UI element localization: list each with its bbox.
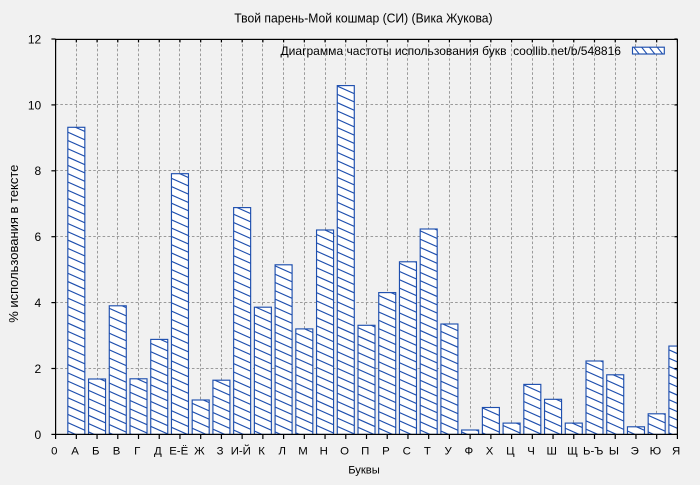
svg-text:В: В <box>113 446 121 458</box>
svg-text:Ж: Ж <box>194 446 205 458</box>
svg-text:Диаграмма частоты использовани: Диаграмма частоты использования букв coo… <box>281 44 622 58</box>
svg-text:0: 0 <box>51 446 57 458</box>
svg-text:Г: Г <box>134 446 140 458</box>
svg-text:Е-Ё: Е-Ё <box>169 446 188 458</box>
svg-text:Ц: Ц <box>506 446 515 458</box>
svg-text:А: А <box>71 446 79 458</box>
svg-text:2: 2 <box>35 362 42 376</box>
svg-text:Э: Э <box>631 446 639 458</box>
svg-text:И-Й: И-Й <box>231 445 251 458</box>
svg-text:П: П <box>361 446 369 458</box>
svg-text:У: У <box>444 446 452 458</box>
svg-text:6: 6 <box>35 230 42 244</box>
svg-text:М: М <box>298 446 308 458</box>
svg-text:Р: Р <box>382 446 390 458</box>
svg-text:Н: Н <box>320 446 328 458</box>
svg-text:Х: Х <box>486 446 494 458</box>
svg-text:Буквы: Буквы <box>348 464 380 476</box>
svg-text:12: 12 <box>28 32 42 46</box>
svg-text:8: 8 <box>35 164 42 178</box>
svg-text:С: С <box>403 446 411 458</box>
svg-text:Ы: Ы <box>609 446 619 458</box>
svg-text:Л: Л <box>279 446 286 458</box>
svg-text:Ь-Ъ: Ь-Ъ <box>583 446 603 458</box>
svg-text:К: К <box>258 446 265 458</box>
svg-text:Я: Я <box>672 446 680 458</box>
svg-text:Д: Д <box>154 446 162 458</box>
svg-text:Твой парень-Мой кошмар (СИ) (В: Твой парень-Мой кошмар (СИ) (Вика Жукова… <box>234 11 492 25</box>
svg-text:О: О <box>340 446 349 458</box>
svg-text:% использования в тексте: % использования в тексте <box>7 165 21 323</box>
svg-text:4: 4 <box>35 296 42 310</box>
svg-text:Т: Т <box>424 446 431 458</box>
svg-text:Ю: Ю <box>650 446 662 458</box>
svg-text:З: З <box>217 446 224 458</box>
svg-text:Щ: Щ <box>567 446 578 458</box>
svg-text:Ф: Ф <box>464 446 473 458</box>
svg-text:Б: Б <box>92 446 99 458</box>
svg-text:0: 0 <box>35 428 42 442</box>
svg-text:10: 10 <box>28 98 42 112</box>
svg-text:Ш: Ш <box>546 446 556 458</box>
svg-text:Ч: Ч <box>527 446 535 458</box>
